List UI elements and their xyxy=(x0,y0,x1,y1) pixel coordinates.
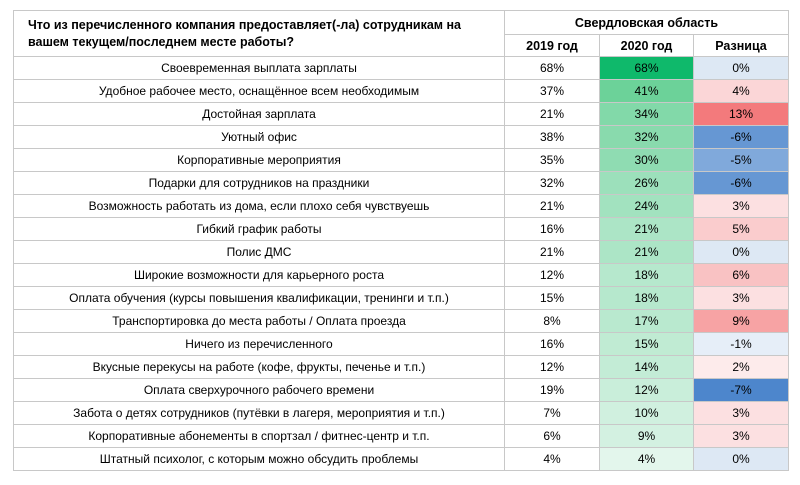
table-row: Оплата сверхурочного рабочего времени 19%… xyxy=(13,378,789,402)
row-label: Корпоративные абонементы в спортзал / фи… xyxy=(13,424,505,448)
value-2020: 21% xyxy=(599,240,694,264)
value-diff: -5% xyxy=(693,148,789,172)
table-row: Полис ДМС 21% 21% 0% xyxy=(13,240,789,264)
value-diff: 9% xyxy=(693,309,789,333)
value-2020: 10% xyxy=(599,401,694,425)
value-2020: 15% xyxy=(599,332,694,356)
value-2019: 8% xyxy=(504,309,600,333)
value-2019: 38% xyxy=(504,125,600,149)
table-row: Транспортировка до места работы / Оплата… xyxy=(13,309,789,333)
value-diff: 3% xyxy=(693,424,789,448)
value-2019: 12% xyxy=(504,355,600,379)
value-2019: 68% xyxy=(504,56,600,80)
value-diff: 0% xyxy=(693,56,789,80)
value-diff: 5% xyxy=(693,217,789,241)
value-2020: 18% xyxy=(599,286,694,310)
table-header: Что из перечисленного компания предостав… xyxy=(13,10,789,57)
table-row: Широкие возможности для карьерного роста… xyxy=(13,263,789,287)
value-2020: 18% xyxy=(599,263,694,287)
col-2019-header: 2019 год xyxy=(504,34,600,57)
value-2020: 9% xyxy=(599,424,694,448)
value-2020: 4% xyxy=(599,447,694,471)
survey-table: Что из перечисленного компания предостав… xyxy=(13,10,789,471)
value-diff: 2% xyxy=(693,355,789,379)
value-2020: 30% xyxy=(599,148,694,172)
value-2019: 16% xyxy=(504,332,600,356)
table-row: Штатный психолог, с которым можно обсуди… xyxy=(13,447,789,471)
value-2019: 12% xyxy=(504,263,600,287)
table-row: Удобное рабочее место, оснащённое всем н… xyxy=(13,79,789,103)
value-2020: 68% xyxy=(599,56,694,80)
value-2020: 12% xyxy=(599,378,694,402)
value-2020: 41% xyxy=(599,79,694,103)
value-diff: 3% xyxy=(693,194,789,218)
table-row: Забота о детях сотрудников (путёвки в ла… xyxy=(13,401,789,425)
row-label: Ничего из перечисленного xyxy=(13,332,505,356)
value-2019: 19% xyxy=(504,378,600,402)
value-diff: 0% xyxy=(693,240,789,264)
table-row: Возможность работать из дома, если плохо… xyxy=(13,194,789,218)
value-diff: 3% xyxy=(693,401,789,425)
row-label: Уютный офис xyxy=(13,125,505,149)
table-row: Корпоративные абонементы в спортзал / фи… xyxy=(13,424,789,448)
value-diff: 13% xyxy=(693,102,789,126)
row-label: Подарки для сотрудников на праздники xyxy=(13,171,505,195)
table-row: Подарки для сотрудников на праздники 32% 2… xyxy=(13,171,789,195)
value-2019: 32% xyxy=(504,171,600,195)
row-label: Возможность работать из дома, если плохо… xyxy=(13,194,505,218)
value-2019: 15% xyxy=(504,286,600,310)
row-label: Гибкий график работы xyxy=(13,217,505,241)
value-diff: 0% xyxy=(693,447,789,471)
value-2019: 7% xyxy=(504,401,600,425)
value-diff: -6% xyxy=(693,125,789,149)
row-label: Транспортировка до места работы / Оплата… xyxy=(13,309,505,333)
table-row: Достойная зарплата 21% 34% 13% xyxy=(13,102,789,126)
row-label: Удобное рабочее место, оснащённое всем н… xyxy=(13,79,505,103)
table-row: Гибкий график работы 16% 21% 5% xyxy=(13,217,789,241)
row-label: Полис ДМС xyxy=(13,240,505,264)
row-label: Вкусные перекусы на работе (кофе, фрукты… xyxy=(13,355,505,379)
value-2019: 37% xyxy=(504,79,600,103)
question-header: Что из перечисленного компания предостав… xyxy=(13,10,505,57)
value-2019: 6% xyxy=(504,424,600,448)
value-diff: 4% xyxy=(693,79,789,103)
survey-table-container: Что из перечисленного компания предостав… xyxy=(13,10,789,471)
table-row: Корпоративные мероприятия 35% 30% -5% xyxy=(13,148,789,172)
value-2019: 16% xyxy=(504,217,600,241)
table-row: Оплата обучения (курсы повышения квалифи… xyxy=(13,286,789,310)
row-label: Оплата сверхурочного рабочего времени xyxy=(13,378,505,402)
value-diff: -6% xyxy=(693,171,789,195)
value-2020: 24% xyxy=(599,194,694,218)
row-label: Штатный психолог, с которым можно обсуди… xyxy=(13,447,505,471)
table-row: Своевременная выплата зарплаты 68% 68% 0% xyxy=(13,56,789,80)
table-body: Своевременная выплата зарплаты 68% 68% 0% Уд… xyxy=(13,56,789,471)
value-2020: 34% xyxy=(599,102,694,126)
table-row: Уютный офис 38% 32% -6% xyxy=(13,125,789,149)
value-diff: 3% xyxy=(693,286,789,310)
value-2020: 14% xyxy=(599,355,694,379)
value-diff: 6% xyxy=(693,263,789,287)
table-row: Вкусные перекусы на работе (кофе, фрукты… xyxy=(13,355,789,379)
col-2020-header: 2020 год xyxy=(599,34,694,57)
value-2019: 35% xyxy=(504,148,600,172)
region-header: Свердловская область xyxy=(504,10,789,35)
value-2019: 21% xyxy=(504,102,600,126)
value-2020: 26% xyxy=(599,171,694,195)
col-diff-header: Разница xyxy=(693,34,789,57)
value-2020: 21% xyxy=(599,217,694,241)
value-diff: -1% xyxy=(693,332,789,356)
value-2019: 21% xyxy=(504,194,600,218)
row-label: Достойная зарплата xyxy=(13,102,505,126)
table-row: Ничего из перечисленного 16% 15% -1% xyxy=(13,332,789,356)
value-2019: 4% xyxy=(504,447,600,471)
row-label: Оплата обучения (курсы повышения квалифи… xyxy=(13,286,505,310)
row-label: Забота о детях сотрудников (путёвки в ла… xyxy=(13,401,505,425)
value-diff: -7% xyxy=(693,378,789,402)
value-2019: 21% xyxy=(504,240,600,264)
value-2020: 32% xyxy=(599,125,694,149)
value-2020: 17% xyxy=(599,309,694,333)
row-label: Широкие возможности для карьерного роста xyxy=(13,263,505,287)
row-label: Своевременная выплата зарплаты xyxy=(13,56,505,80)
row-label: Корпоративные мероприятия xyxy=(13,148,505,172)
